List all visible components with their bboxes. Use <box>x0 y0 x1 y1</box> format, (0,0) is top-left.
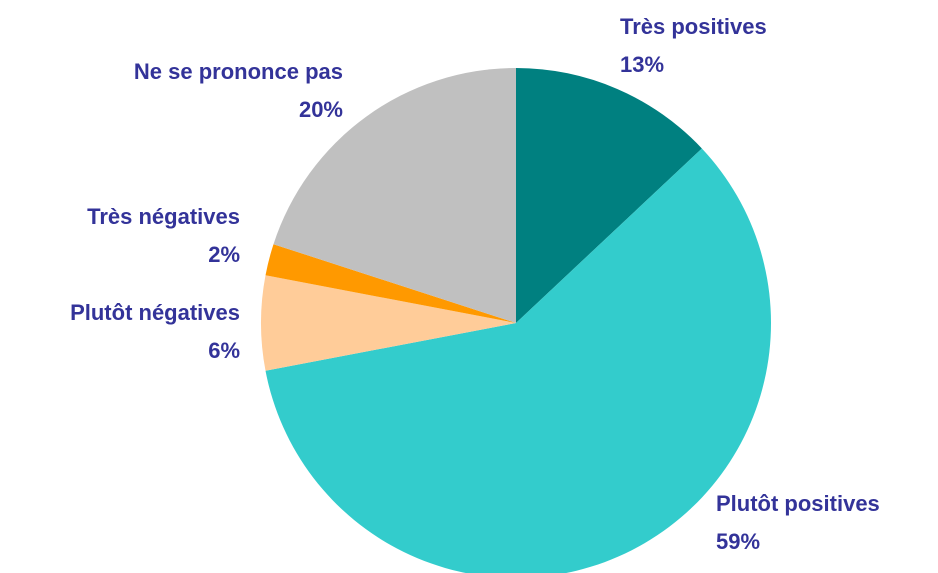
slice-label: Très positives <box>620 14 767 39</box>
slice-label: Plutôt positives <box>716 491 880 516</box>
slice-value-label: 20% <box>299 97 343 122</box>
slice-value-label: 2% <box>208 242 240 267</box>
slice-label: Très négatives <box>87 204 240 229</box>
slice-label: Plutôt négatives <box>70 300 240 325</box>
pie-slice <box>265 244 516 323</box>
slice-value-label: 6% <box>208 338 240 363</box>
slice-value-label: 13% <box>620 52 664 77</box>
pie-slice <box>273 68 516 323</box>
slice-value-label: 59% <box>716 529 760 554</box>
slice-label: Ne se prononce pas <box>134 59 343 84</box>
pie-slice <box>516 68 702 323</box>
pie-slice <box>265 148 771 573</box>
pie-slice <box>261 275 516 371</box>
